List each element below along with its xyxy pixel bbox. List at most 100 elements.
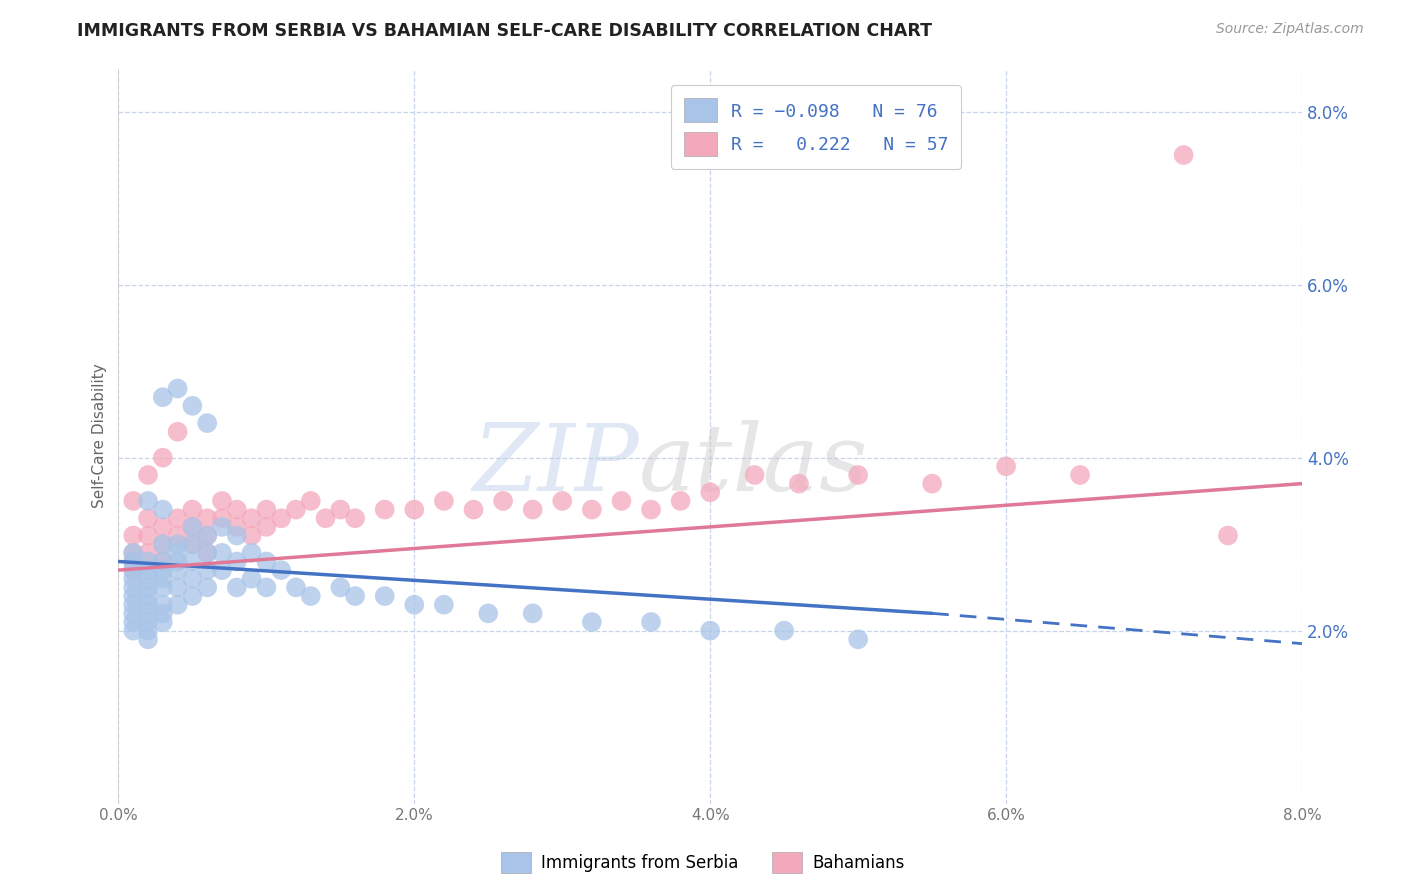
Point — [492, 494, 515, 508]
Point — [181, 502, 204, 516]
Point — [699, 624, 721, 638]
Point — [181, 537, 204, 551]
Point — [136, 467, 159, 482]
Point — [195, 528, 218, 542]
Point — [166, 554, 188, 568]
Point — [195, 528, 218, 542]
Point — [669, 494, 692, 508]
Point — [374, 502, 396, 516]
Point — [136, 632, 159, 647]
Point — [136, 563, 159, 577]
Point — [166, 581, 188, 595]
Point — [285, 502, 308, 516]
Point — [581, 615, 603, 629]
Point — [463, 502, 485, 516]
Point — [329, 502, 352, 516]
Point — [270, 511, 292, 525]
Point — [122, 546, 145, 560]
Text: ZIP: ZIP — [472, 420, 640, 510]
Point — [225, 520, 247, 534]
Point — [122, 494, 145, 508]
Text: Source: ZipAtlas.com: Source: ZipAtlas.com — [1216, 22, 1364, 37]
Point — [152, 598, 174, 612]
Point — [1216, 528, 1239, 542]
Point — [152, 390, 174, 404]
Point — [846, 467, 869, 482]
Point — [195, 581, 218, 595]
Point — [225, 554, 247, 568]
Point — [152, 554, 174, 568]
Point — [122, 563, 145, 577]
Point — [122, 607, 145, 621]
Point — [136, 589, 159, 603]
Point — [240, 546, 263, 560]
Point — [181, 537, 204, 551]
Point — [195, 416, 218, 430]
Point — [152, 537, 174, 551]
Point — [166, 382, 188, 396]
Point — [240, 572, 263, 586]
Point — [122, 572, 145, 586]
Point — [136, 581, 159, 595]
Point — [166, 598, 188, 612]
Point — [181, 572, 204, 586]
Legend: R = −0.098   N = 76, R =   0.222   N = 57: R = −0.098 N = 76, R = 0.222 N = 57 — [671, 86, 962, 169]
Point — [122, 598, 145, 612]
Point — [136, 615, 159, 629]
Point — [195, 546, 218, 560]
Point — [136, 494, 159, 508]
Point — [240, 528, 263, 542]
Point — [136, 624, 159, 638]
Point — [122, 589, 145, 603]
Point — [211, 520, 233, 534]
Point — [122, 615, 145, 629]
Point — [152, 572, 174, 586]
Point — [136, 554, 159, 568]
Point — [404, 598, 426, 612]
Point — [254, 581, 277, 595]
Point — [254, 502, 277, 516]
Point — [136, 598, 159, 612]
Point — [166, 546, 188, 560]
Point — [152, 615, 174, 629]
Point — [152, 563, 174, 577]
Point — [152, 502, 174, 516]
Point — [195, 546, 218, 560]
Point — [211, 494, 233, 508]
Point — [315, 511, 337, 525]
Point — [152, 607, 174, 621]
Point — [921, 476, 943, 491]
Point — [122, 528, 145, 542]
Point — [122, 554, 145, 568]
Point — [404, 502, 426, 516]
Point — [122, 546, 145, 560]
Point — [254, 520, 277, 534]
Point — [329, 581, 352, 595]
Point — [270, 563, 292, 577]
Point — [152, 554, 174, 568]
Point — [166, 511, 188, 525]
Point — [299, 589, 322, 603]
Point — [122, 554, 145, 568]
Point — [299, 494, 322, 508]
Point — [787, 476, 810, 491]
Point — [152, 520, 174, 534]
Point — [136, 607, 159, 621]
Point — [225, 528, 247, 542]
Point — [744, 467, 766, 482]
Point — [344, 589, 367, 603]
Point — [773, 624, 796, 638]
Point — [211, 511, 233, 525]
Point — [225, 502, 247, 516]
Point — [846, 632, 869, 647]
Point — [581, 502, 603, 516]
Point — [522, 502, 544, 516]
Point — [181, 589, 204, 603]
Point — [166, 537, 188, 551]
Point — [225, 581, 247, 595]
Point — [699, 485, 721, 500]
Point — [374, 589, 396, 603]
Point — [195, 563, 218, 577]
Point — [166, 425, 188, 439]
Point — [433, 598, 456, 612]
